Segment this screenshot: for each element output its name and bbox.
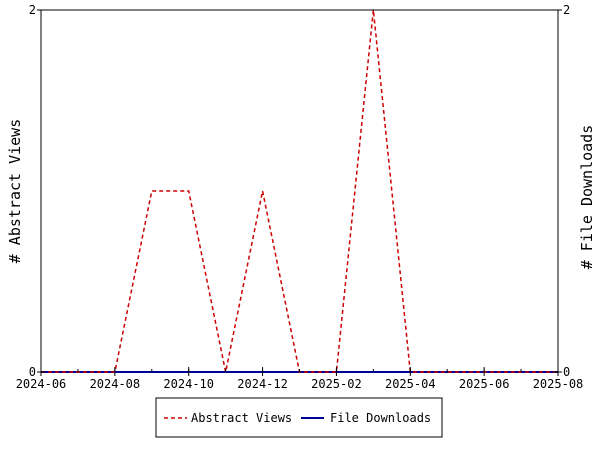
y-left-tick-label: 0 <box>29 365 36 379</box>
plot-area <box>40 9 559 373</box>
axes-layer: 2024-06 2024-08 2024-10 2024-12 2025-02 2025-… <box>16 3 584 391</box>
legend: Abstract Views File Downloads <box>155 397 443 438</box>
y-left-tick-label: 2 <box>29 3 36 17</box>
y-right-tick-label: 2 <box>563 3 570 17</box>
plot-frame <box>40 9 559 373</box>
x-tick-label: 2025-02 <box>311 377 362 391</box>
x-tick-label: 2024-12 <box>237 377 288 391</box>
x-tick-label: 2025-06 <box>459 377 510 391</box>
y-axis-right-title: # File Downloads <box>578 125 596 270</box>
x-tick-label: 2024-10 <box>163 377 214 391</box>
x-tick-label: 2025-08 <box>533 377 584 391</box>
x-tick-label: 2024-06 <box>16 377 67 391</box>
y-axis-left-title: # Abstract Views <box>6 119 24 264</box>
x-tick-label: 2024-08 <box>90 377 141 391</box>
legend-box <box>155 397 443 438</box>
legend-label-abstract-views: Abstract Views <box>191 411 292 425</box>
y-right-tick-label: 0 <box>563 365 570 379</box>
x-tick-label: 2025-04 <box>385 377 436 391</box>
legend-label-file-downloads: File Downloads <box>330 411 431 425</box>
